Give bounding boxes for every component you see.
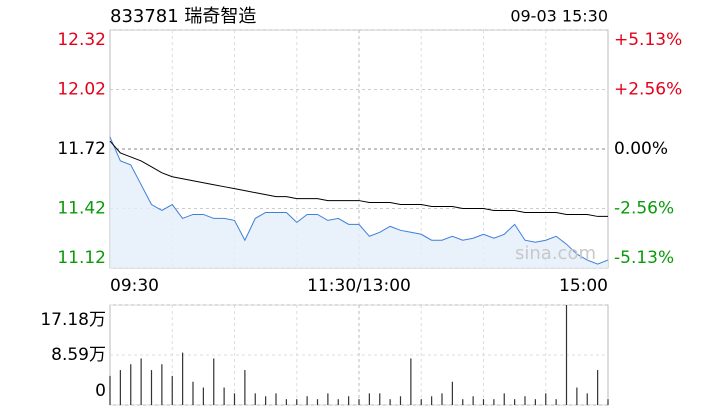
y2-tick-label: 0.00% <box>614 139 668 159</box>
volume-bar <box>545 393 547 405</box>
volume-bar <box>119 370 121 405</box>
volume-bar <box>296 399 298 405</box>
volume-bar <box>462 399 464 405</box>
volume-bar <box>524 396 526 405</box>
volume-bar <box>358 399 360 405</box>
volume-bar <box>493 399 495 405</box>
volume-bar <box>586 393 588 405</box>
y-tick-label: 11.72 <box>57 139 106 159</box>
volume-bar <box>514 399 516 405</box>
y-tick-label: 17.18万 <box>40 310 106 330</box>
x-tick-label: 11:30/13:00 <box>307 276 411 296</box>
volume-bar <box>140 358 142 405</box>
volume-bar <box>275 393 277 405</box>
volume-bar <box>534 399 536 405</box>
price-area <box>110 137 608 268</box>
volume-bar <box>285 399 287 405</box>
volume-bar <box>192 381 194 405</box>
volume-bar <box>337 399 339 405</box>
volume-bar <box>368 393 370 405</box>
y2-tick-label: -5.13% <box>614 248 674 268</box>
volume-bar <box>431 396 433 405</box>
volume-bar <box>316 399 319 405</box>
volume-bar <box>348 396 350 405</box>
volume-bar <box>265 396 267 405</box>
volume-bar <box>597 370 599 405</box>
volume-bar <box>420 399 422 405</box>
volume-bar <box>244 370 246 405</box>
x-tick-label: 15:00 <box>559 276 608 296</box>
x-tick-label: 09:30 <box>110 276 159 296</box>
volume-bar <box>379 393 381 405</box>
y-tick-label: 0 <box>95 381 106 401</box>
volume-bar <box>161 364 163 405</box>
volume-bar <box>213 358 215 405</box>
volume-bar <box>306 396 308 405</box>
chart-title: 833781 瑞奇智造 <box>110 6 256 27</box>
volume-bar <box>150 370 153 405</box>
chart-time: 09-03 15:30 <box>510 7 608 26</box>
volume-bar <box>607 399 609 405</box>
volume-bar <box>389 399 391 405</box>
volume-bar <box>233 393 236 405</box>
volume-bar <box>441 393 443 405</box>
volume-bar <box>182 352 184 405</box>
volume-bar <box>327 393 329 405</box>
volume-bar <box>503 393 505 405</box>
volume-bar <box>565 305 568 405</box>
y2-tick-label: +2.56% <box>614 80 682 100</box>
y-tick-label: 8.59万 <box>51 345 106 365</box>
volume-bar <box>482 399 485 405</box>
volume-bar <box>399 396 402 405</box>
volume-bar <box>576 387 578 405</box>
volume-bar <box>109 375 111 405</box>
y2-tick-label: +5.13% <box>614 30 682 50</box>
average-line <box>109 140 608 217</box>
y-tick-label: 11.12 <box>57 248 106 268</box>
volume-bar <box>472 396 474 405</box>
volume-bar <box>451 381 453 405</box>
y-tick-label: 12.02 <box>57 80 106 100</box>
volume-bar <box>171 375 173 405</box>
y2-tick-label: -2.56% <box>614 198 674 218</box>
volume-bar <box>202 387 204 405</box>
volume-bar <box>410 358 412 405</box>
y-tick-label: 11.42 <box>57 199 106 219</box>
y-tick-label: 12.32 <box>57 30 106 50</box>
volume-bar <box>254 393 256 405</box>
volume-bar <box>223 387 225 405</box>
price-line <box>109 136 609 265</box>
watermark: sina.com <box>515 243 596 264</box>
volume-bar <box>555 399 557 405</box>
volume-bar <box>130 364 132 405</box>
